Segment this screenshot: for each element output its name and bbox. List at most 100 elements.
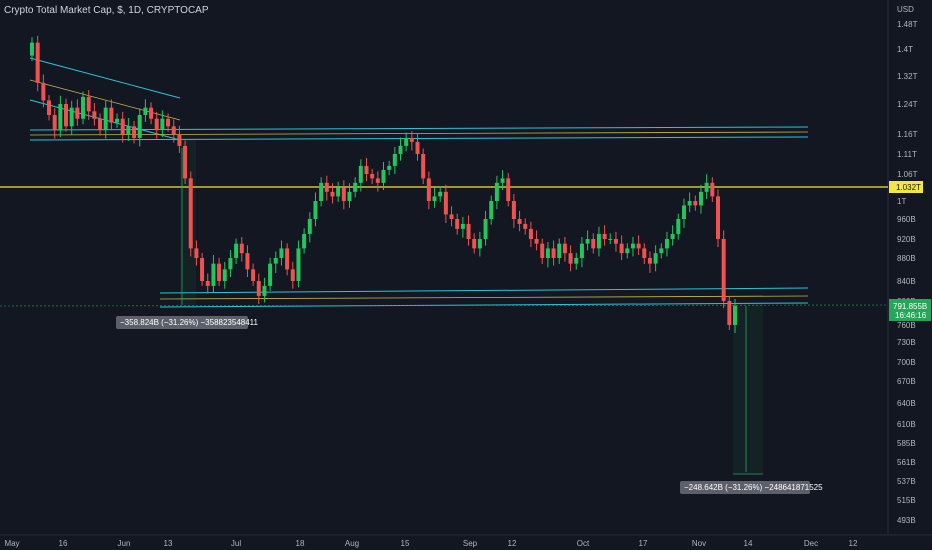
candle-body [234,243,239,258]
candle-body [375,178,380,183]
candle-body [92,111,97,119]
candle-body [98,118,103,131]
candle-body [619,243,624,254]
x-tick-label: 15 [401,539,410,548]
x-tick-label: 12 [508,539,517,548]
candle-body [727,301,732,325]
candle-body [103,107,108,131]
candle-body [591,239,596,249]
candle-body [64,104,69,127]
candle-body [358,165,363,183]
x-tick-label: Sep [463,539,478,548]
candle-body [194,248,199,258]
candle-body [613,239,618,244]
chart-title: Crypto Total Market Cap, $, 1D, CRYPTOCA… [4,5,209,16]
candle-body [353,182,358,192]
candle-body [319,182,324,201]
y-tick-label: 730B [897,338,916,347]
candle-body [245,253,250,270]
candle-body [557,243,562,258]
candle-body [330,191,335,197]
candle-body [341,187,346,201]
y-tick-label: 1.4T [897,45,913,54]
candle-body [52,115,57,131]
last-price-line [0,304,889,307]
channel-top [29,57,181,99]
candle-body [653,253,658,264]
x-tick-label: 18 [296,539,305,548]
candle-body [35,42,40,83]
candle-body [710,182,715,197]
candle-body [30,42,34,56]
candle-body [132,126,137,138]
candle-body [460,223,465,229]
candle-body [183,145,188,179]
candle-body [670,233,675,239]
candle-body [228,258,233,270]
candle-body [704,182,709,192]
y-tick-label: 493B [897,516,916,525]
candle-body [296,248,301,281]
candle-body [69,107,74,127]
candle-body [177,134,182,146]
x-tick-label: 17 [639,539,648,548]
y-tick-label: 585B [897,439,916,448]
candle-body [324,182,329,192]
candle-body [302,233,307,249]
candle-body [279,248,284,258]
candle-body [636,243,641,249]
y-tick-label: 880B [897,254,916,263]
candle-body [222,269,227,281]
x-tick-label: 13 [164,539,173,548]
upper-band-bottom [29,136,809,141]
candle-body [647,258,652,264]
measure-box-2 [733,304,763,474]
candle-body [733,305,737,325]
candle-body [630,243,635,249]
candle-body [693,201,698,206]
candle-body [154,118,159,131]
candle-body [472,239,477,249]
candle-body [681,205,686,219]
y-tick-label: 920B [897,235,916,244]
x-tick-label: Jun [118,539,131,548]
candle-body [676,219,681,234]
candle-body [381,169,386,183]
candle-body [545,248,550,258]
candle-body [109,107,114,123]
x-tick-label: May [4,539,19,548]
candle-body [115,118,120,123]
candle-body [364,165,369,174]
candle-body [41,82,46,101]
x-tick-label: Oct [577,539,590,548]
candle-body [404,137,409,146]
y-tick-label: 610B [897,420,916,429]
y-tick-label: 537B [897,477,916,486]
y-tick-label: 1.24T [897,100,918,109]
y-tick-label: USD [897,5,914,14]
candle-body [715,196,720,239]
y-tick-label: 1.48T [897,20,918,29]
lower-band-mid [159,295,809,300]
candle-body [483,219,488,239]
x-tick-label: Jul [231,539,241,548]
candle-body [494,182,499,201]
candle-body [81,96,86,119]
upper-band-top [29,126,809,131]
candle-body [489,201,494,219]
candle-body [540,243,545,258]
x-tick-label: 12 [849,539,858,548]
y-tick-label: 515B [897,496,916,505]
candle-body [687,201,692,206]
candle-body [466,223,471,239]
candle-body [500,178,505,183]
candle-body [664,239,669,249]
candle-body [477,239,482,249]
candle-body [608,239,613,240]
candle-body [387,165,392,170]
candle-body [268,263,273,286]
candle-body [455,219,460,229]
candle-body [642,248,647,258]
candle-body [149,107,154,119]
